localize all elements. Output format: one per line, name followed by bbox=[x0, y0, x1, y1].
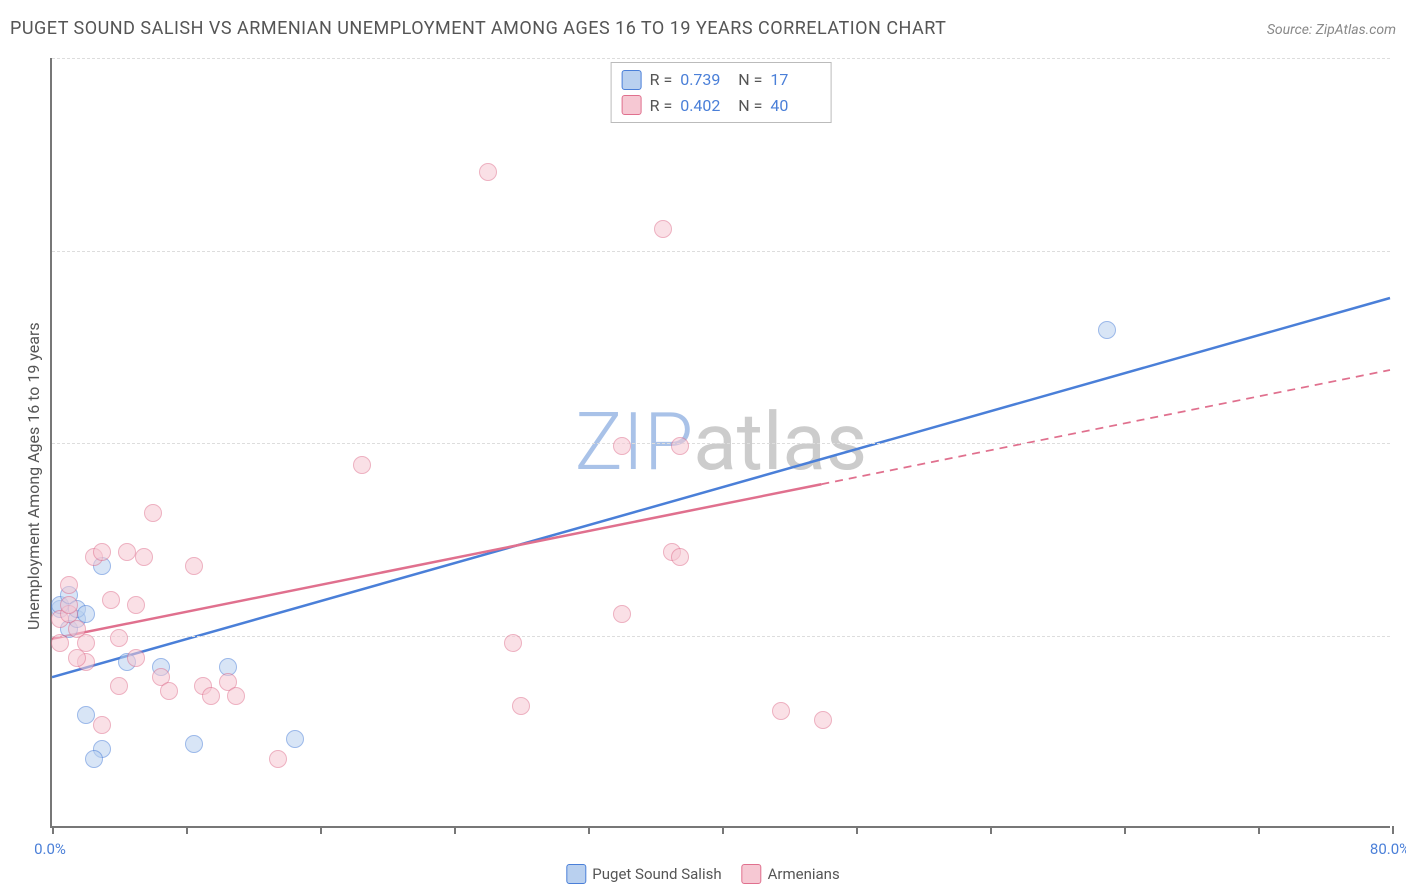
x-tick bbox=[588, 826, 590, 834]
data-point bbox=[77, 706, 95, 724]
data-point bbox=[51, 634, 69, 652]
stat-label-n: N = bbox=[738, 93, 762, 119]
data-point bbox=[110, 629, 128, 647]
data-point bbox=[1098, 321, 1116, 339]
stat-label-r: R = bbox=[650, 67, 673, 93]
data-point bbox=[671, 548, 689, 566]
y-axis-label: Unemployment Among Ages 16 to 19 years bbox=[24, 322, 43, 630]
y-tick-label: 20.0% bbox=[1396, 627, 1406, 645]
data-point bbox=[269, 750, 287, 768]
data-point bbox=[144, 504, 162, 522]
data-point bbox=[654, 220, 672, 238]
legend-label: Armenians bbox=[768, 865, 840, 883]
stat-value-r: 0.402 bbox=[680, 93, 730, 119]
trend-line-dashed bbox=[821, 370, 1390, 484]
x-tick bbox=[186, 826, 188, 834]
data-point bbox=[160, 682, 178, 700]
data-point bbox=[60, 596, 78, 614]
data-point bbox=[85, 750, 103, 768]
stat-label-n: N = bbox=[738, 67, 762, 93]
stat-label-r: R = bbox=[650, 93, 673, 119]
data-point bbox=[613, 605, 631, 623]
data-point bbox=[512, 697, 530, 715]
x-tick-label: 80.0% bbox=[1370, 840, 1406, 858]
data-point bbox=[613, 437, 631, 455]
stat-value-r: 0.739 bbox=[680, 67, 730, 93]
x-tick bbox=[1392, 826, 1394, 834]
x-tick bbox=[52, 826, 54, 834]
data-point bbox=[479, 163, 497, 181]
x-tick bbox=[320, 826, 322, 834]
data-point bbox=[671, 437, 689, 455]
data-point bbox=[286, 730, 304, 748]
y-tick-label: 60.0% bbox=[1396, 242, 1406, 260]
data-point bbox=[772, 702, 790, 720]
data-point bbox=[127, 596, 145, 614]
legend-swatch bbox=[566, 864, 586, 884]
stat-row: R = 0.402 N = 40 bbox=[622, 93, 821, 119]
gridline bbox=[52, 58, 1390, 59]
series-swatch bbox=[622, 95, 642, 115]
series-swatch bbox=[622, 70, 642, 90]
source-attribution: Source: ZipAtlas.com bbox=[1267, 22, 1396, 38]
x-tick bbox=[722, 826, 724, 834]
legend-label: Puget Sound Salish bbox=[592, 865, 721, 883]
chart-title: PUGET SOUND SALISH VS ARMENIAN UNEMPLOYM… bbox=[10, 18, 946, 39]
trend-line-solid bbox=[52, 298, 1390, 677]
data-point bbox=[504, 634, 522, 652]
data-point bbox=[185, 735, 203, 753]
gridline bbox=[52, 443, 1390, 444]
data-point bbox=[60, 576, 78, 594]
data-point bbox=[118, 543, 136, 561]
correlation-stats-box: R = 0.739 N = 17 R = 0.402 N = 40 bbox=[611, 62, 832, 123]
legend-item: Puget Sound Salish bbox=[566, 864, 721, 884]
y-tick-label: 40.0% bbox=[1396, 434, 1406, 452]
x-tick-label: 0.0% bbox=[34, 840, 66, 858]
data-point bbox=[227, 687, 245, 705]
data-point bbox=[93, 543, 111, 561]
trend-line-solid bbox=[52, 484, 821, 639]
data-point bbox=[135, 548, 153, 566]
scatter-plot-area: ZIPatlas R =0.739N =17R =0.402N =40 20.0… bbox=[50, 58, 1390, 828]
legend-item: Armenians bbox=[742, 864, 840, 884]
x-tick bbox=[1258, 826, 1260, 834]
x-tick bbox=[1124, 826, 1126, 834]
gridline bbox=[52, 636, 1390, 637]
data-point bbox=[93, 716, 111, 734]
data-point bbox=[102, 591, 120, 609]
gridline bbox=[52, 251, 1390, 252]
trend-lines bbox=[52, 58, 1390, 826]
data-point bbox=[68, 649, 86, 667]
x-tick bbox=[454, 826, 456, 834]
stat-row: R = 0.739 N = 17 bbox=[622, 67, 821, 93]
series-legend: Puget Sound Salish Armenians bbox=[566, 864, 839, 884]
watermark-atlas: atlas bbox=[693, 395, 867, 489]
legend-swatch bbox=[742, 864, 762, 884]
data-point bbox=[110, 677, 128, 695]
stat-value-n: 17 bbox=[770, 67, 820, 93]
data-point bbox=[814, 711, 832, 729]
stat-value-n: 40 bbox=[770, 93, 820, 119]
data-point bbox=[185, 557, 203, 575]
data-point bbox=[353, 456, 371, 474]
data-point bbox=[127, 649, 145, 667]
data-point bbox=[202, 687, 220, 705]
x-tick bbox=[990, 826, 992, 834]
x-tick bbox=[856, 826, 858, 834]
y-tick-label: 80.0% bbox=[1396, 49, 1406, 67]
